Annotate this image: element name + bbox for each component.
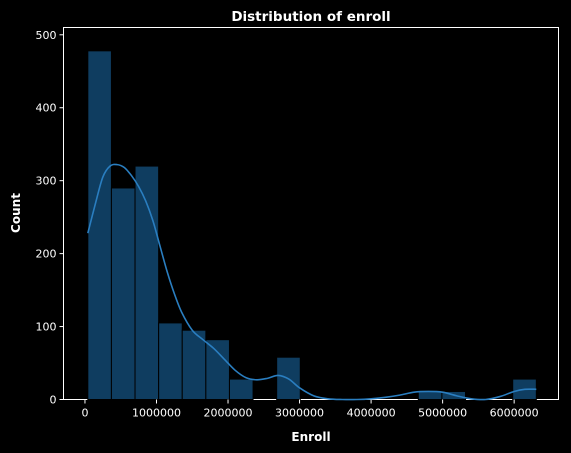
x-tick-label: 5000000 bbox=[418, 407, 467, 420]
y-axis-label: Count bbox=[9, 193, 23, 233]
y-tick-label: 200 bbox=[36, 248, 57, 261]
y-tick-label: 500 bbox=[36, 29, 57, 42]
histogram-bar bbox=[158, 322, 183, 401]
kde-curve bbox=[87, 163, 537, 401]
histogram-bar bbox=[205, 339, 230, 400]
y-axis-ticks: 0 100 200 300 400 500 bbox=[36, 29, 64, 407]
x-tick-label: 1000000 bbox=[132, 407, 181, 420]
chart-title: Distribution of enroll bbox=[231, 9, 390, 25]
histogram-bar bbox=[87, 50, 112, 400]
x-tick-label: 2000000 bbox=[204, 407, 253, 420]
y-tick-label: 100 bbox=[36, 321, 57, 334]
histogram-bars bbox=[87, 50, 537, 401]
histogram-bar bbox=[181, 329, 207, 400]
histogram-bar bbox=[110, 187, 136, 400]
x-axis-label: Enroll bbox=[291, 430, 330, 444]
histogram-bar bbox=[417, 390, 443, 400]
x-tick-label: 3000000 bbox=[275, 407, 324, 420]
x-tick-label: 4000000 bbox=[347, 407, 396, 420]
x-axis-ticks: 0 1000000 2000000 3000000 4000000 5000000 6000… bbox=[81, 399, 539, 420]
x-tick-label: 6000000 bbox=[490, 407, 539, 420]
x-tick-label: 0 bbox=[81, 407, 88, 420]
y-tick-label: 300 bbox=[36, 175, 57, 188]
histogram-bar bbox=[228, 378, 254, 401]
y-tick-label: 0 bbox=[50, 394, 57, 407]
y-tick-label: 400 bbox=[36, 102, 57, 115]
histogram-bar bbox=[134, 165, 160, 400]
